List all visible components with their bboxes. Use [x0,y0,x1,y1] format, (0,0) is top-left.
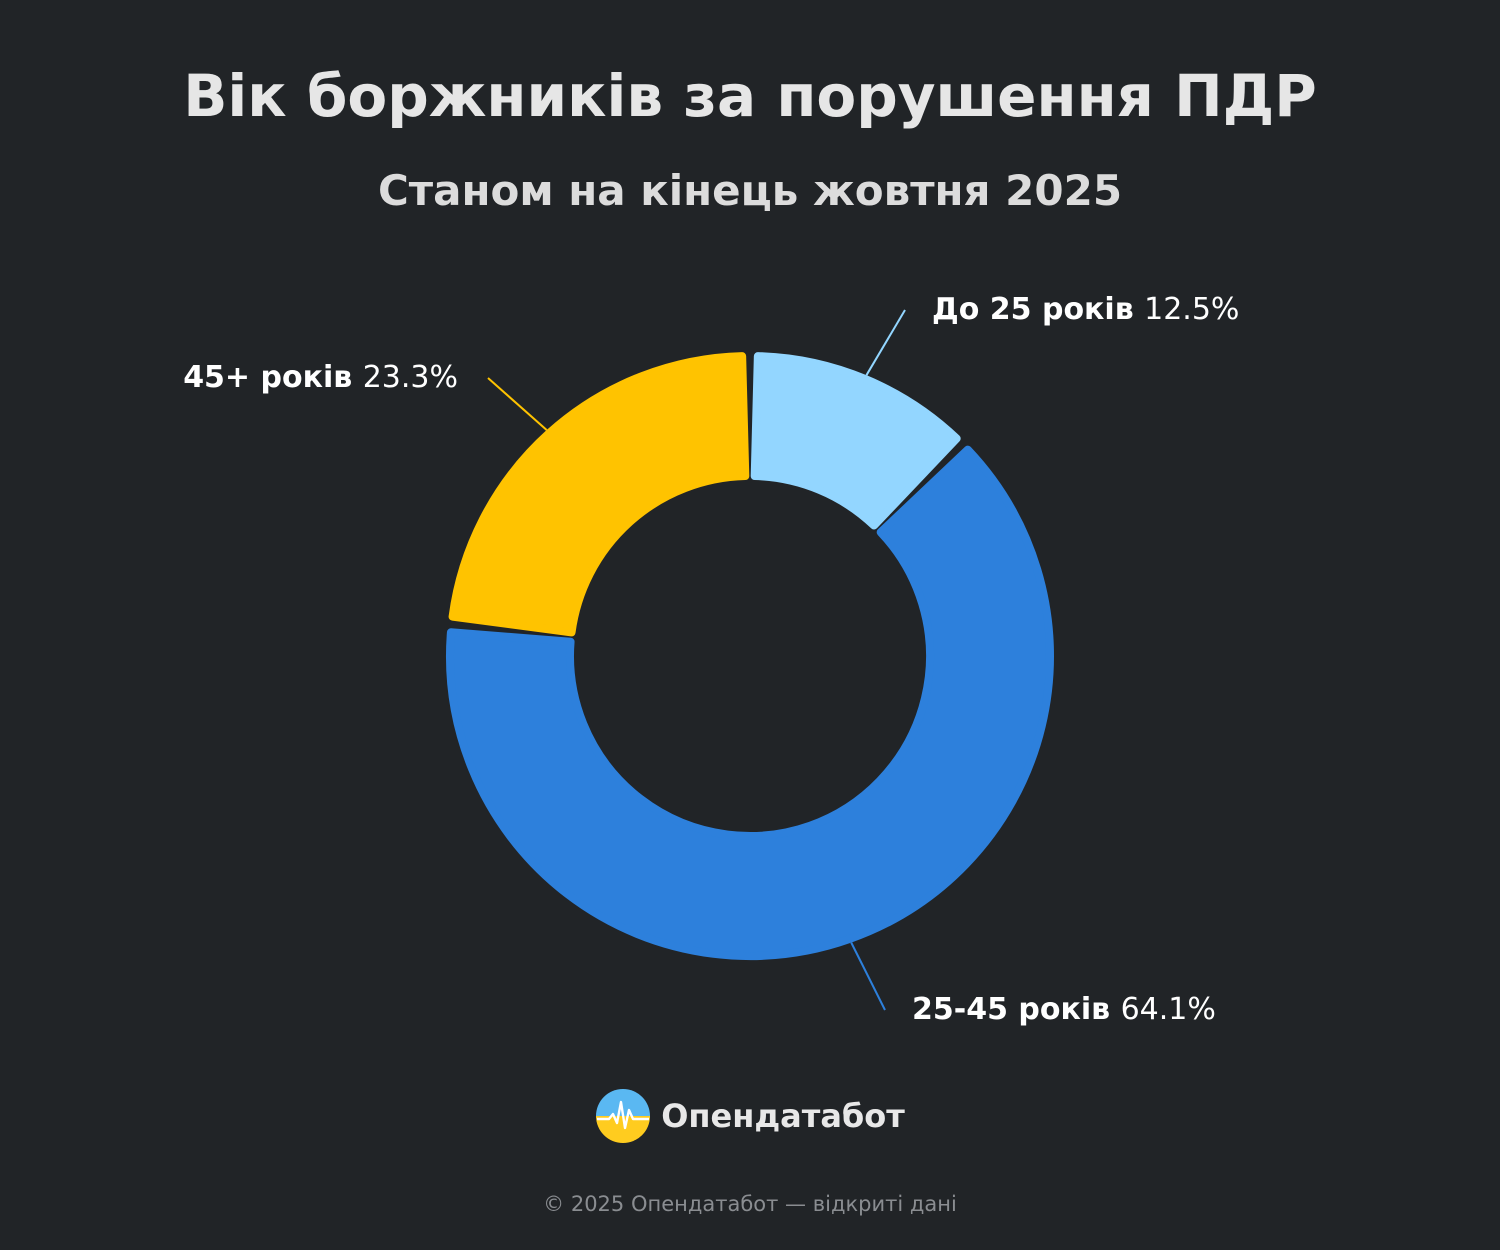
opendatabot-logo-icon [596,1089,651,1143]
slice-1[interactable] [750,352,961,530]
brand: Опендатабот [0,1088,1500,1144]
slice-name-1: До 25 років [932,292,1144,327]
chart-subtitle: Станом на кінець жовтня 2025 [377,166,1123,215]
slice-name-2: 25-45 років [912,992,1121,1027]
slice-value-3: 23.3% [363,360,458,395]
leader-line-3 [487,377,548,431]
slice-label-2: 25-45 років 64.1% [912,992,1216,1027]
slice-name-3: 45+ років [183,360,363,395]
slice-3[interactable] [448,352,750,637]
footer-copyright: © 2025 Опендатабот — відкриті дані [543,1192,957,1216]
leader-line-1 [865,309,906,376]
slice-value-2: 64.1% [1121,992,1216,1027]
leader-line-2 [850,942,886,1011]
slice-2[interactable] [446,445,1054,960]
slice-label-1: До 25 років 12.5% [932,292,1239,327]
chart-title: Вік боржників за порушення ПДР [183,62,1317,130]
brand-name: Опендатабот [661,1097,905,1135]
slice-value-1: 12.5% [1144,292,1239,327]
slice-label-3: 45+ років 23.3% [183,360,458,395]
